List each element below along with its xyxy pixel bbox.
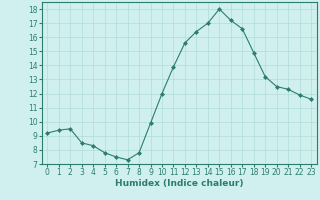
X-axis label: Humidex (Indice chaleur): Humidex (Indice chaleur) [115,179,244,188]
